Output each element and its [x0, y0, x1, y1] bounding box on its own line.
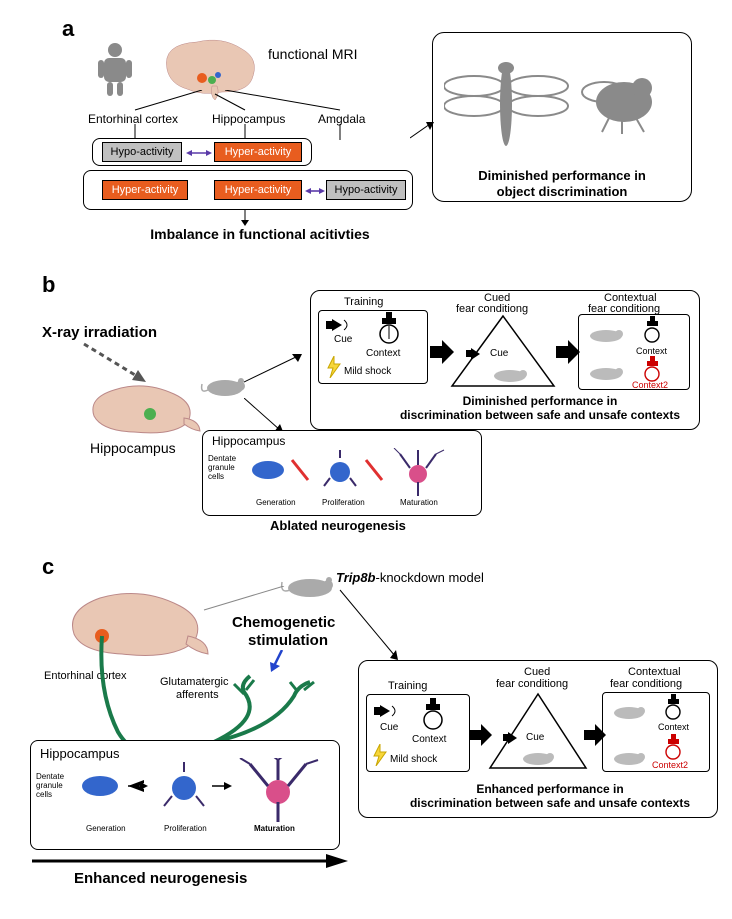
fc-c-cued1: Cued — [524, 666, 550, 678]
mouse-c4 — [608, 748, 650, 766]
model-label: Trip8b-knockdown model — [336, 570, 484, 585]
glut2: afferents — [176, 689, 219, 701]
matur-b: Maturation — [400, 498, 438, 507]
perf-c-1: Enhanced performance in — [420, 782, 680, 796]
arrow-bidir-1 — [186, 148, 212, 158]
glut1: Glutamatergic — [160, 676, 228, 688]
big-arrow-c2 — [584, 724, 606, 746]
hippo-b-label: Hippocampus — [90, 440, 176, 456]
arrow-bidir-2 — [305, 186, 325, 196]
mri-label: functional MRI — [268, 46, 357, 62]
mouse-c2 — [516, 748, 560, 766]
arrow-down-a — [240, 210, 250, 226]
big-arrow-b2 — [556, 340, 580, 364]
panel-a-lines — [80, 90, 400, 140]
lamp-icon-b2 — [640, 316, 666, 346]
lamp-c2 — [662, 694, 686, 722]
fc-c-shock: Mild shock — [390, 754, 437, 765]
matur-c: Maturation — [254, 824, 295, 833]
lamp-red-c — [662, 734, 686, 762]
hippo2-b: Hippocampus — [212, 434, 285, 448]
enh-arrow — [30, 852, 350, 870]
fc-c-cued2: fear conditiong — [496, 678, 568, 690]
flies-icon — [444, 44, 680, 164]
row1-hyper: Hyper-activity — [214, 142, 302, 162]
enh-neuro-caption: Enhanced neurogenesis — [74, 870, 247, 887]
lamp-c1 — [418, 698, 448, 734]
lamp-icon-b1 — [374, 312, 404, 348]
fc-c-cue: Cue — [380, 722, 398, 733]
dgc-b: Dentate granule cells — [208, 454, 236, 481]
row2-hypo: Hypo-activity — [326, 180, 406, 200]
fc-c-context2: Context2 — [652, 760, 688, 770]
obj-discr-caption-1: Diminished performance in — [452, 168, 672, 183]
mouse-b3-icon — [584, 324, 628, 344]
lightning-icon-b — [326, 356, 342, 378]
arrow-a-to-box — [410, 120, 438, 140]
gen-b: Generation — [256, 498, 296, 507]
speaker-c1 — [370, 702, 398, 720]
row2-hyper2: Hyper-activity — [214, 180, 302, 200]
mouse-b4-icon — [584, 362, 628, 382]
panel-c-label: c — [42, 554, 54, 580]
imbalance-caption: Imbalance in functional acitivties — [130, 226, 390, 242]
fc-b-context2: Context2 — [632, 380, 668, 390]
mouse-b2-icon — [486, 364, 532, 384]
gen-c: Generation — [86, 824, 126, 833]
fc-c-ctx1: Contextual — [628, 666, 681, 678]
big-arrow-c1 — [470, 724, 492, 746]
fc-c-cue2: Cue — [526, 732, 544, 743]
speaker-c2 — [500, 730, 524, 744]
panel-a-label: a — [62, 16, 74, 42]
fc-c-training: Training — [388, 680, 427, 692]
fc-b-context-r: Context — [636, 346, 667, 356]
ablated-caption: Ablated neurogenesis — [270, 518, 406, 533]
obj-discr-caption-2: object discrimination — [452, 184, 672, 199]
fc-c-ctx2: fear conditiong — [610, 678, 682, 690]
fc-c-context: Context — [412, 734, 446, 745]
neuro-cells-b — [250, 448, 470, 504]
big-arrow-b1 — [430, 340, 454, 364]
dgc-c: Dentate granule cells — [36, 772, 64, 799]
prolif-b: Proliferation — [322, 498, 365, 507]
fc-b-context: Context — [366, 348, 400, 359]
fc-b-cue2: Cue — [490, 348, 508, 359]
mouse-c3 — [608, 702, 650, 720]
speaker-icon-b1 — [322, 316, 352, 334]
fc-b-shock: Mild shock — [344, 366, 391, 377]
perf-b-1: Diminished performance in — [390, 394, 690, 408]
speaker-icon-b2 — [462, 346, 488, 362]
arrow-b-up — [244, 352, 314, 392]
chemo1: Chemogenetic — [232, 614, 335, 631]
perf-c-2: discrimination between safe and unsafe c… — [370, 796, 730, 810]
fc-b-training: Training — [344, 296, 383, 308]
row1-hypo: Hypo-activity — [102, 142, 182, 162]
rodent-brain-b — [84, 376, 204, 446]
neuro-cells-c — [78, 758, 330, 828]
panel-b-label: b — [42, 272, 55, 298]
lightning-c — [372, 744, 388, 766]
prolif-c: Proliferation — [164, 824, 207, 833]
fc-b-cue: Cue — [334, 334, 352, 345]
perf-b-2: discrimination between safe and unsafe c… — [350, 408, 730, 422]
xray-label: X-ray irradiation — [42, 324, 157, 341]
row2-hyper1: Hyper-activity — [102, 180, 188, 200]
fc-c-context-r: Context — [658, 722, 689, 732]
